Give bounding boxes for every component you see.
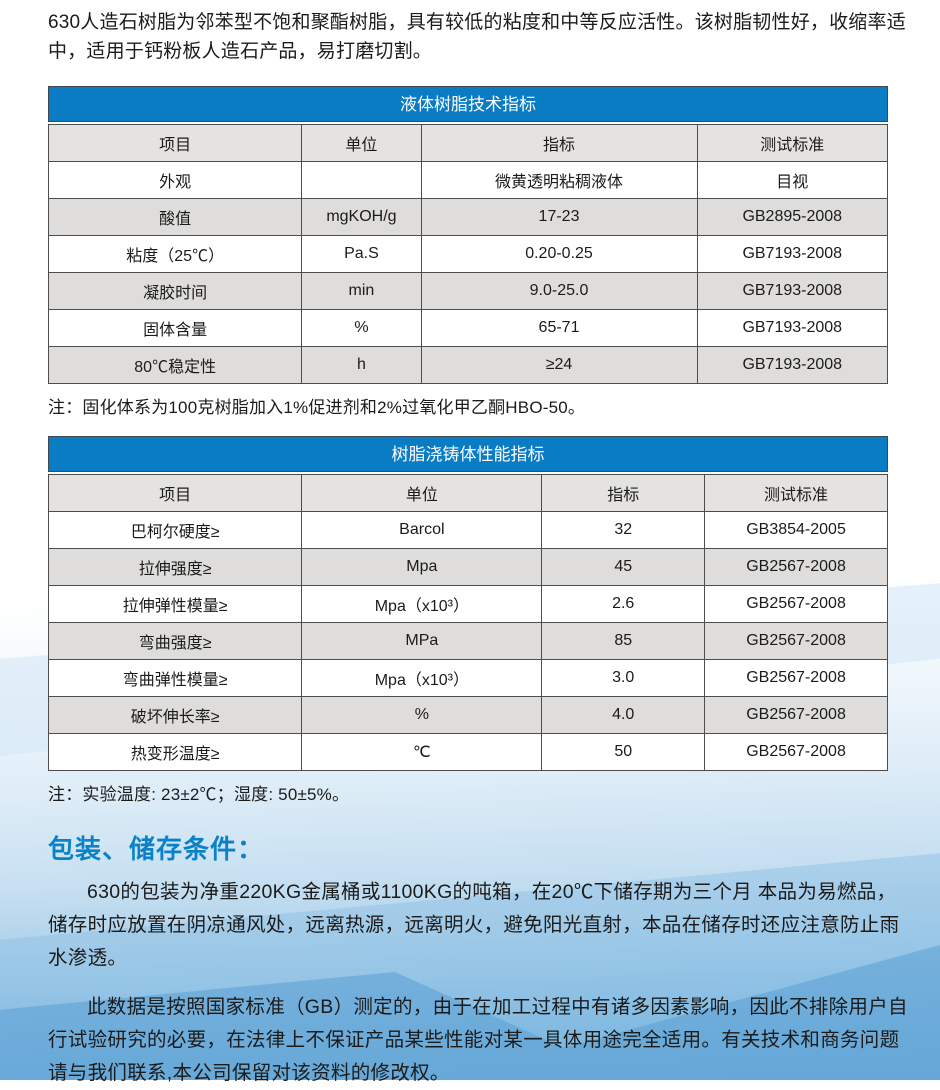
table-cell: 固体含量 xyxy=(47,309,303,347)
table-cell: 热变形温度≥ xyxy=(47,733,303,771)
table-row: 凝胶时间 min 9.0-25.0 GB7193-2008 xyxy=(47,272,889,310)
table-cell: Mpa xyxy=(301,548,543,586)
liquid-resin-table-note: 注：固化体系为100克树脂加入1%促进剂和2%过氧化甲乙酮HBO-50。 xyxy=(48,398,586,417)
table-cell: 巴柯尔硬度≥ xyxy=(47,511,303,549)
legal-paragraph: 此数据是按照国家标准（GB）测定的，由于在加工过程中有诸多因素影响，因此不排除用… xyxy=(48,996,908,1084)
table-cell: GB7193-2008 xyxy=(696,346,889,384)
column-header: 单位 xyxy=(301,124,422,162)
table-cell: GB2567-2008 xyxy=(704,659,888,697)
table-cell: % xyxy=(301,696,543,734)
table-header-row: 项目 单位 指标 测试标准 xyxy=(47,124,889,162)
liquid-resin-table-title: 液体树脂技术指标 xyxy=(48,86,888,122)
column-header: 测试标准 xyxy=(704,474,888,512)
table-cell: 3.0 xyxy=(541,659,706,697)
table-row: 拉伸强度≥ Mpa 45 GB2567-2008 xyxy=(47,548,888,586)
table-cell: 拉伸强度≥ xyxy=(47,548,303,586)
table-cell: GB7193-2008 xyxy=(696,235,889,273)
table-cell: min xyxy=(301,272,422,310)
liquid-resin-table: 项目 单位 指标 测试标准 外观 微黄透明粘稠液体 目视 酸值 mgKOH/g 17-23 GB2… xyxy=(47,124,889,384)
table-cell: 32 xyxy=(541,511,706,549)
table-cell: 弯曲弹性模量≥ xyxy=(47,659,303,697)
column-header: 项目 xyxy=(47,474,303,512)
table-cell xyxy=(301,161,422,199)
table-row: 热变形温度≥ ℃ 50 GB2567-2008 xyxy=(47,733,888,771)
table-cell: 17-23 xyxy=(420,198,698,236)
table-cell: 酸值 xyxy=(47,198,303,236)
table-cell: 粘度（25℃） xyxy=(47,235,303,273)
table-cell: Pa.S xyxy=(301,235,422,273)
table-row: 巴柯尔硬度≥ Barcol 32 GB3854-2005 xyxy=(47,511,888,549)
table-cell: Mpa（x10³） xyxy=(301,659,543,697)
table-cell: GB7193-2008 xyxy=(696,309,889,347)
table-cell: 0.20-0.25 xyxy=(420,235,698,273)
table-header-row: 项目 单位 指标 测试标准 xyxy=(47,474,888,512)
table-cell: 目视 xyxy=(696,161,889,199)
table-cell: ℃ xyxy=(301,733,543,771)
table-cell: GB7193-2008 xyxy=(696,272,889,310)
storage-paragraph-1: 630的包装为净重220KG金属桶或1100KG的吨箱，在20℃下储存期为三个月… xyxy=(48,881,900,969)
column-header: 项目 xyxy=(47,124,303,162)
casting-table-head: 项目 单位 指标 测试标准 xyxy=(47,474,888,512)
table-cell: ≥24 xyxy=(420,346,698,384)
table-cell: GB2567-2008 xyxy=(704,696,888,734)
table-cell: h xyxy=(301,346,422,384)
table-cell: 2.6 xyxy=(541,585,706,623)
column-header: 单位 xyxy=(301,474,543,512)
table-row: 固体含量% 65-71 GB7193-2008 xyxy=(47,309,889,347)
casting-table-note: 注：实验温度: 23±2℃；湿度: 50±5%。 xyxy=(48,785,350,804)
table-cell: 弯曲强度≥ xyxy=(47,622,303,660)
table-cell: 凝胶时间 xyxy=(47,272,303,310)
table-cell: GB2567-2008 xyxy=(704,548,888,586)
table-row: 外观 微黄透明粘稠液体 目视 xyxy=(47,161,889,199)
table-cell: 9.0-25.0 xyxy=(420,272,698,310)
table-cell: 破坏伸长率≥ xyxy=(47,696,303,734)
liquid-resin-table-body: 外观 微黄透明粘稠液体 目视 酸值 mgKOH/g 17-23 GB2895-2008 粘度（… xyxy=(47,161,889,384)
table-cell: 外观 xyxy=(47,161,303,199)
table-row: 弯曲强度≥ MPa 85 GB2567-2008 xyxy=(47,622,888,660)
table-cell: GB3854-2005 xyxy=(704,511,888,549)
table-row: 粘度（25℃） Pa.S 0.20-0.25 GB7193-2008 xyxy=(47,235,889,273)
casting-table: 项目 单位 指标 测试标准 巴柯尔硬度≥ Barcol 32 GB3854-2005 拉伸强度… xyxy=(47,474,888,771)
table-cell: GB2895-2008 xyxy=(696,198,889,236)
column-header: 指标 xyxy=(420,124,698,162)
casting-spec-section: 树脂浇铸体性能指标 项目 单位 指标 测试标准 巴柯尔硬度≥ Barcol 32 GB385… xyxy=(47,436,888,771)
table-row: 拉伸弹性模量≥ Mpa（x10³） 2.6 GB2567-2008 xyxy=(47,585,888,623)
casting-table-title: 树脂浇铸体性能指标 xyxy=(48,436,888,472)
table-row: 80℃稳定性 h ≥24 GB7193-2008 xyxy=(47,346,889,384)
liquid-resin-spec-section: 液体树脂技术指标 项目 单位 指标 测试标准 外观 微黄透明粘稠液体 目视 酸值 mgKOH/… xyxy=(47,86,889,384)
column-header: 测试标准 xyxy=(696,124,889,162)
table-cell: 45 xyxy=(541,548,706,586)
liquid-resin-table-head: 项目 单位 指标 测试标准 xyxy=(47,124,889,162)
table-cell: 微黄透明粘稠液体 xyxy=(420,161,698,199)
table-cell: GB2567-2008 xyxy=(704,733,888,771)
table-cell: MPa xyxy=(301,622,543,660)
table-cell: 4.0 xyxy=(541,696,706,734)
table-cell: 80℃稳定性 xyxy=(47,346,303,384)
table-cell: 50 xyxy=(541,733,706,771)
table-cell: GB2567-2008 xyxy=(704,622,888,660)
table-row: 酸值 mgKOH/g 17-23 GB2895-2008 xyxy=(47,198,889,236)
table-cell: Barcol xyxy=(301,511,543,549)
column-header: 指标 xyxy=(541,474,706,512)
table-cell: mgKOH/g xyxy=(301,198,422,236)
table-cell: Mpa（x10³） xyxy=(301,585,543,623)
table-row: 弯曲弹性模量≥ Mpa（x10³） 3.0 GB2567-2008 xyxy=(47,659,888,697)
storage-section-heading: 包装、储存条件： xyxy=(48,834,265,864)
casting-table-body: 巴柯尔硬度≥ Barcol 32 GB3854-2005 拉伸强度≥ Mpa 45 GB256… xyxy=(47,511,888,771)
product-intro-paragraph: 630人造石树脂为邻苯型不饱和聚酯树脂，具有较低的粘度和中等反应活性。该树脂韧性… xyxy=(48,12,906,62)
table-cell: % xyxy=(301,309,422,347)
table-cell: GB2567-2008 xyxy=(704,585,888,623)
table-row: 破坏伸长率≥% 4.0 GB2567-2008 xyxy=(47,696,888,734)
table-cell: 65-71 xyxy=(420,309,698,347)
table-cell: 拉伸弹性模量≥ xyxy=(47,585,303,623)
table-cell: 85 xyxy=(541,622,706,660)
